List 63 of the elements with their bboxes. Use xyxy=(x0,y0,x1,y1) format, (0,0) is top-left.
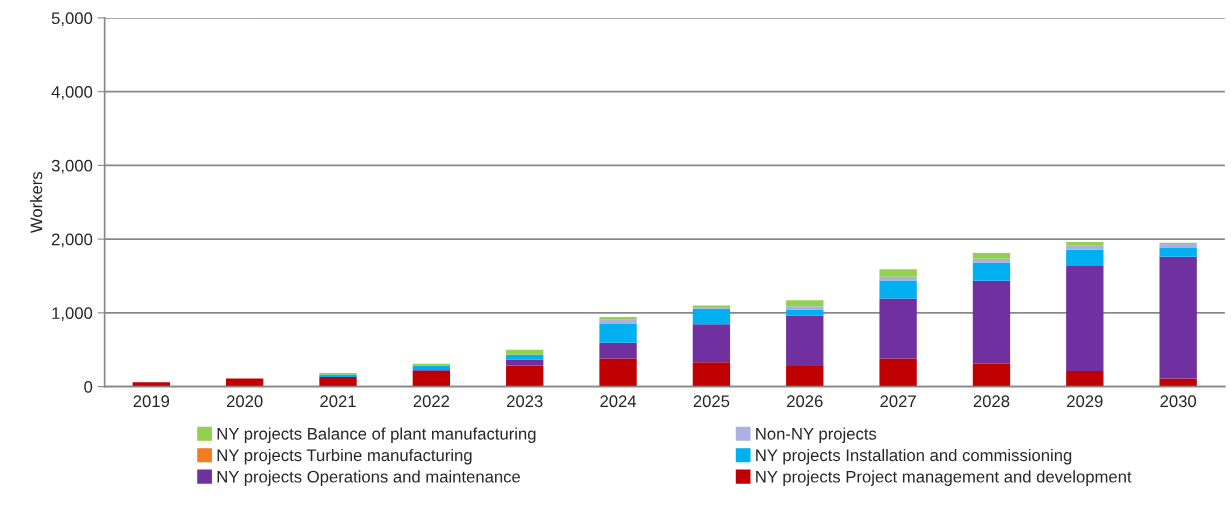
y-tick-label: 0 xyxy=(84,380,93,393)
bar xyxy=(599,319,637,324)
bar xyxy=(132,382,170,387)
legend-label: NY projects Operations and maintenance xyxy=(217,470,521,486)
y-tick-label: 3,000 xyxy=(51,159,93,174)
bar xyxy=(786,315,824,366)
bar xyxy=(879,358,917,387)
bar xyxy=(599,342,637,359)
x-tick-label: 2023 xyxy=(507,395,543,408)
x-tick-label: 2022 xyxy=(413,395,450,408)
bar xyxy=(1066,242,1104,246)
x-tick-label: 2021 xyxy=(320,395,356,408)
bar xyxy=(412,370,451,387)
x-tick-label: 2029 xyxy=(1067,395,1103,408)
bar xyxy=(599,358,637,387)
bar xyxy=(1066,371,1104,387)
x-tick-label: 2028 xyxy=(973,395,1010,408)
bar xyxy=(879,280,917,299)
bar xyxy=(225,378,264,387)
x-tick-label: 2020 xyxy=(226,395,263,408)
y-tick-label: 2,000 xyxy=(51,233,93,248)
x-tick-label: 2025 xyxy=(693,395,730,408)
bar xyxy=(506,359,544,366)
bar xyxy=(1159,247,1197,257)
bar xyxy=(972,253,1011,259)
y-tick-label: 1,000 xyxy=(52,307,93,321)
bar xyxy=(1159,243,1197,248)
bar xyxy=(972,262,1011,281)
bar xyxy=(1159,256,1197,379)
legend-label: NY projects Balance of plant manufacturing xyxy=(217,427,536,443)
bar xyxy=(692,308,731,325)
bar xyxy=(879,269,917,277)
x-tick-label: 2030 xyxy=(1160,395,1197,408)
bar xyxy=(972,258,1011,263)
bar xyxy=(692,324,731,363)
y-tick-label: 5,000 xyxy=(51,12,93,27)
y-tick-label: 4,000 xyxy=(51,86,93,100)
bar xyxy=(1066,266,1104,372)
bar xyxy=(506,354,544,360)
legend-label: NY projects Project management and development xyxy=(756,470,1132,486)
bar xyxy=(786,365,824,387)
bar xyxy=(319,376,357,387)
bar xyxy=(599,323,637,343)
legend-label: NY projects Turbine manufacturing xyxy=(217,448,472,465)
bar xyxy=(786,300,824,307)
bar xyxy=(786,306,824,310)
x-tick-label: 2027 xyxy=(880,395,916,408)
y-axis-title: Workers xyxy=(30,171,43,234)
bar xyxy=(506,365,544,387)
bar xyxy=(879,298,917,359)
bar xyxy=(1159,378,1197,387)
x-tick-label: 2026 xyxy=(787,395,823,408)
legend-label: NY projects Installation and commissioning xyxy=(756,448,1072,465)
bar xyxy=(692,362,731,387)
bar xyxy=(1066,249,1104,267)
bar xyxy=(506,349,544,355)
bar xyxy=(972,363,1011,387)
bar xyxy=(599,316,637,320)
bar xyxy=(972,280,1011,364)
bar xyxy=(1066,245,1104,250)
legend-label: Non-NY projects xyxy=(756,427,877,443)
x-tick-label: 2019 xyxy=(133,395,170,408)
x-tick-label: 2024 xyxy=(600,395,637,408)
